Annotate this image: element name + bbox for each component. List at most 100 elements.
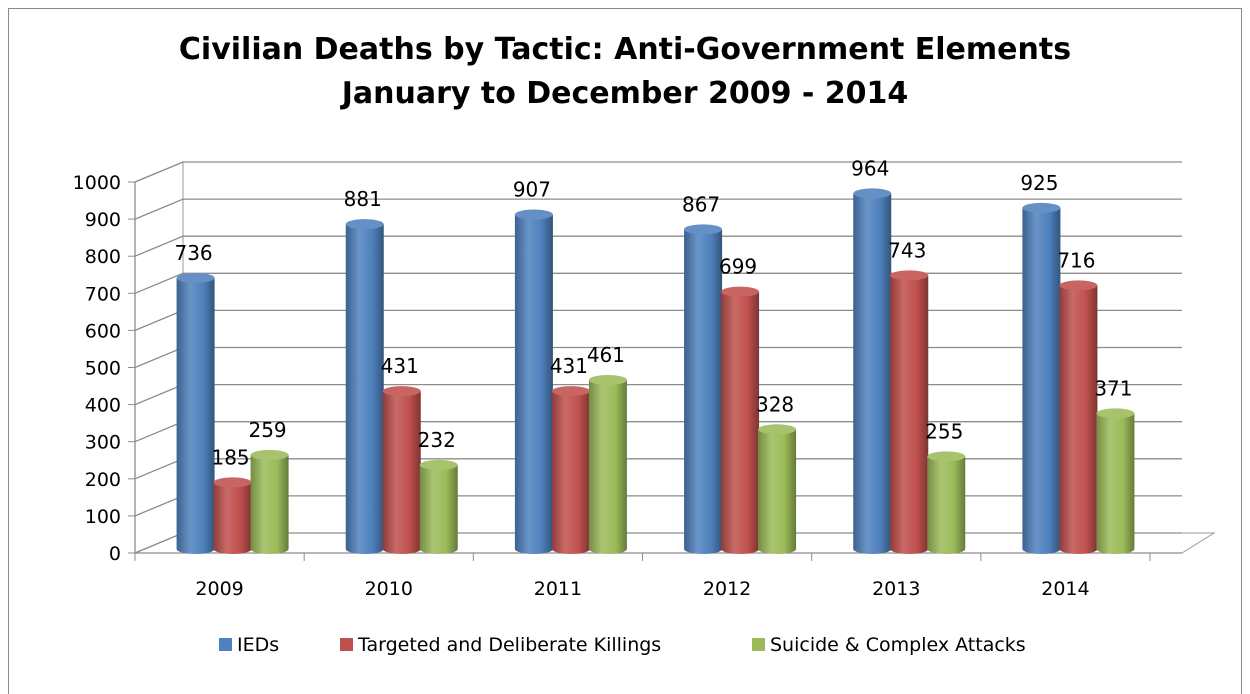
y-tick-label: 100	[85, 506, 121, 528]
bar	[382, 386, 421, 554]
bar-body	[853, 193, 892, 554]
bar-top	[684, 224, 723, 235]
data-label: 907	[513, 178, 551, 202]
bar	[1059, 280, 1098, 554]
bar-top	[890, 270, 929, 281]
bar-top	[927, 451, 966, 462]
bar	[890, 270, 929, 554]
y-tick-label: 600	[85, 320, 121, 342]
bar	[1096, 408, 1135, 554]
bar-top	[551, 386, 590, 397]
bar-top	[1059, 280, 1098, 291]
y-tick-label: 200	[85, 469, 121, 491]
bar-top	[853, 188, 892, 199]
chart-title-line-1: Civilian Deaths by Tactic: Anti-Governme…	[178, 32, 1072, 67]
axes: 0 100 200 300 400 500 600 700 800 900 1000 2009 2010…	[73, 172, 1182, 600]
data-label: 925	[1020, 171, 1058, 195]
bar-top	[213, 477, 252, 488]
bar-body	[345, 224, 384, 555]
bar-top	[721, 286, 760, 297]
y-tick-label: 0	[109, 543, 121, 565]
bar	[588, 374, 627, 554]
bar	[551, 386, 590, 554]
legend-item: IEDs	[219, 634, 279, 656]
bar-top	[758, 424, 797, 435]
y-tick-label: 700	[85, 283, 121, 305]
bar-body	[890, 275, 929, 554]
legend-label: IEDs	[237, 634, 279, 656]
y-tick-label: 800	[85, 246, 121, 268]
bar-top	[1096, 408, 1135, 419]
y-tick-label: 1000	[73, 172, 121, 194]
data-label: 431	[381, 354, 419, 378]
data-label: 431	[550, 354, 588, 378]
data-labels: 7361852598814312329074314618676993289647…	[174, 156, 1132, 469]
data-label: 371	[1094, 376, 1132, 400]
bar	[176, 272, 215, 554]
gridline	[134, 161, 1182, 183]
bar	[684, 224, 723, 554]
x-tick-label: 2009	[195, 578, 243, 600]
bar	[927, 451, 966, 554]
bar	[419, 459, 458, 554]
chart-title-line-2: January to December 2009 - 2014	[341, 76, 909, 111]
legend-swatch	[340, 638, 353, 651]
bar	[1022, 202, 1061, 554]
bar-top	[382, 386, 421, 397]
bars	[176, 188, 1135, 555]
gridline	[134, 198, 1182, 220]
bar-body	[250, 454, 289, 554]
gridline	[134, 235, 1182, 257]
bar-body	[1059, 285, 1098, 554]
gridline	[134, 272, 1182, 294]
bar-body	[382, 391, 421, 554]
bar-top	[514, 209, 553, 220]
bar-body	[927, 456, 966, 554]
bar	[853, 188, 892, 554]
data-label: 259	[248, 418, 286, 442]
chart-title: Civilian Deaths by Tactic: Anti-Governme…	[0, 28, 1250, 116]
y-tick-label: 500	[85, 358, 121, 380]
legend-label: Targeted and Deliberate Killings	[357, 634, 661, 656]
legend-swatch	[752, 638, 765, 651]
bar-body	[514, 214, 553, 555]
bar-body	[1096, 413, 1135, 554]
data-label: 716	[1057, 248, 1095, 272]
legend-label: Suicide & Complex Attacks	[770, 634, 1026, 656]
x-tick-label: 2010	[365, 578, 413, 600]
data-label: 736	[174, 241, 212, 265]
data-label: 964	[851, 156, 889, 180]
y-tick-label: 400	[85, 395, 121, 417]
data-label: 185	[211, 445, 249, 469]
data-label: 255	[925, 419, 963, 443]
bar-top	[1022, 202, 1061, 213]
data-label: 232	[418, 428, 456, 452]
bar-top	[250, 449, 289, 460]
bar-top	[176, 272, 215, 283]
bar-body	[176, 277, 215, 554]
bar-body	[684, 229, 723, 554]
x-tick-label: 2013	[872, 578, 920, 600]
bar-body	[551, 391, 590, 554]
bar	[721, 286, 760, 554]
y-tick-label: 900	[85, 209, 121, 231]
legend-item: Suicide & Complex Attacks	[752, 634, 1026, 656]
bar	[514, 209, 553, 555]
bar-top	[345, 219, 384, 230]
legend: IEDs Targeted and Deliberate Killings Suic…	[219, 634, 1026, 656]
data-label: 328	[756, 392, 794, 416]
bar-body	[721, 291, 760, 554]
x-tick-label: 2014	[1041, 578, 1089, 600]
data-label: 743	[888, 238, 926, 262]
bar-body	[419, 464, 458, 554]
bar-body	[588, 379, 627, 554]
data-label: 881	[344, 187, 382, 211]
bar	[250, 449, 289, 554]
bar-top	[419, 459, 458, 470]
bar-top	[588, 374, 627, 385]
legend-item: Targeted and Deliberate Killings	[340, 634, 661, 656]
data-label: 699	[719, 255, 757, 279]
bar	[213, 477, 252, 554]
bar	[345, 219, 384, 555]
